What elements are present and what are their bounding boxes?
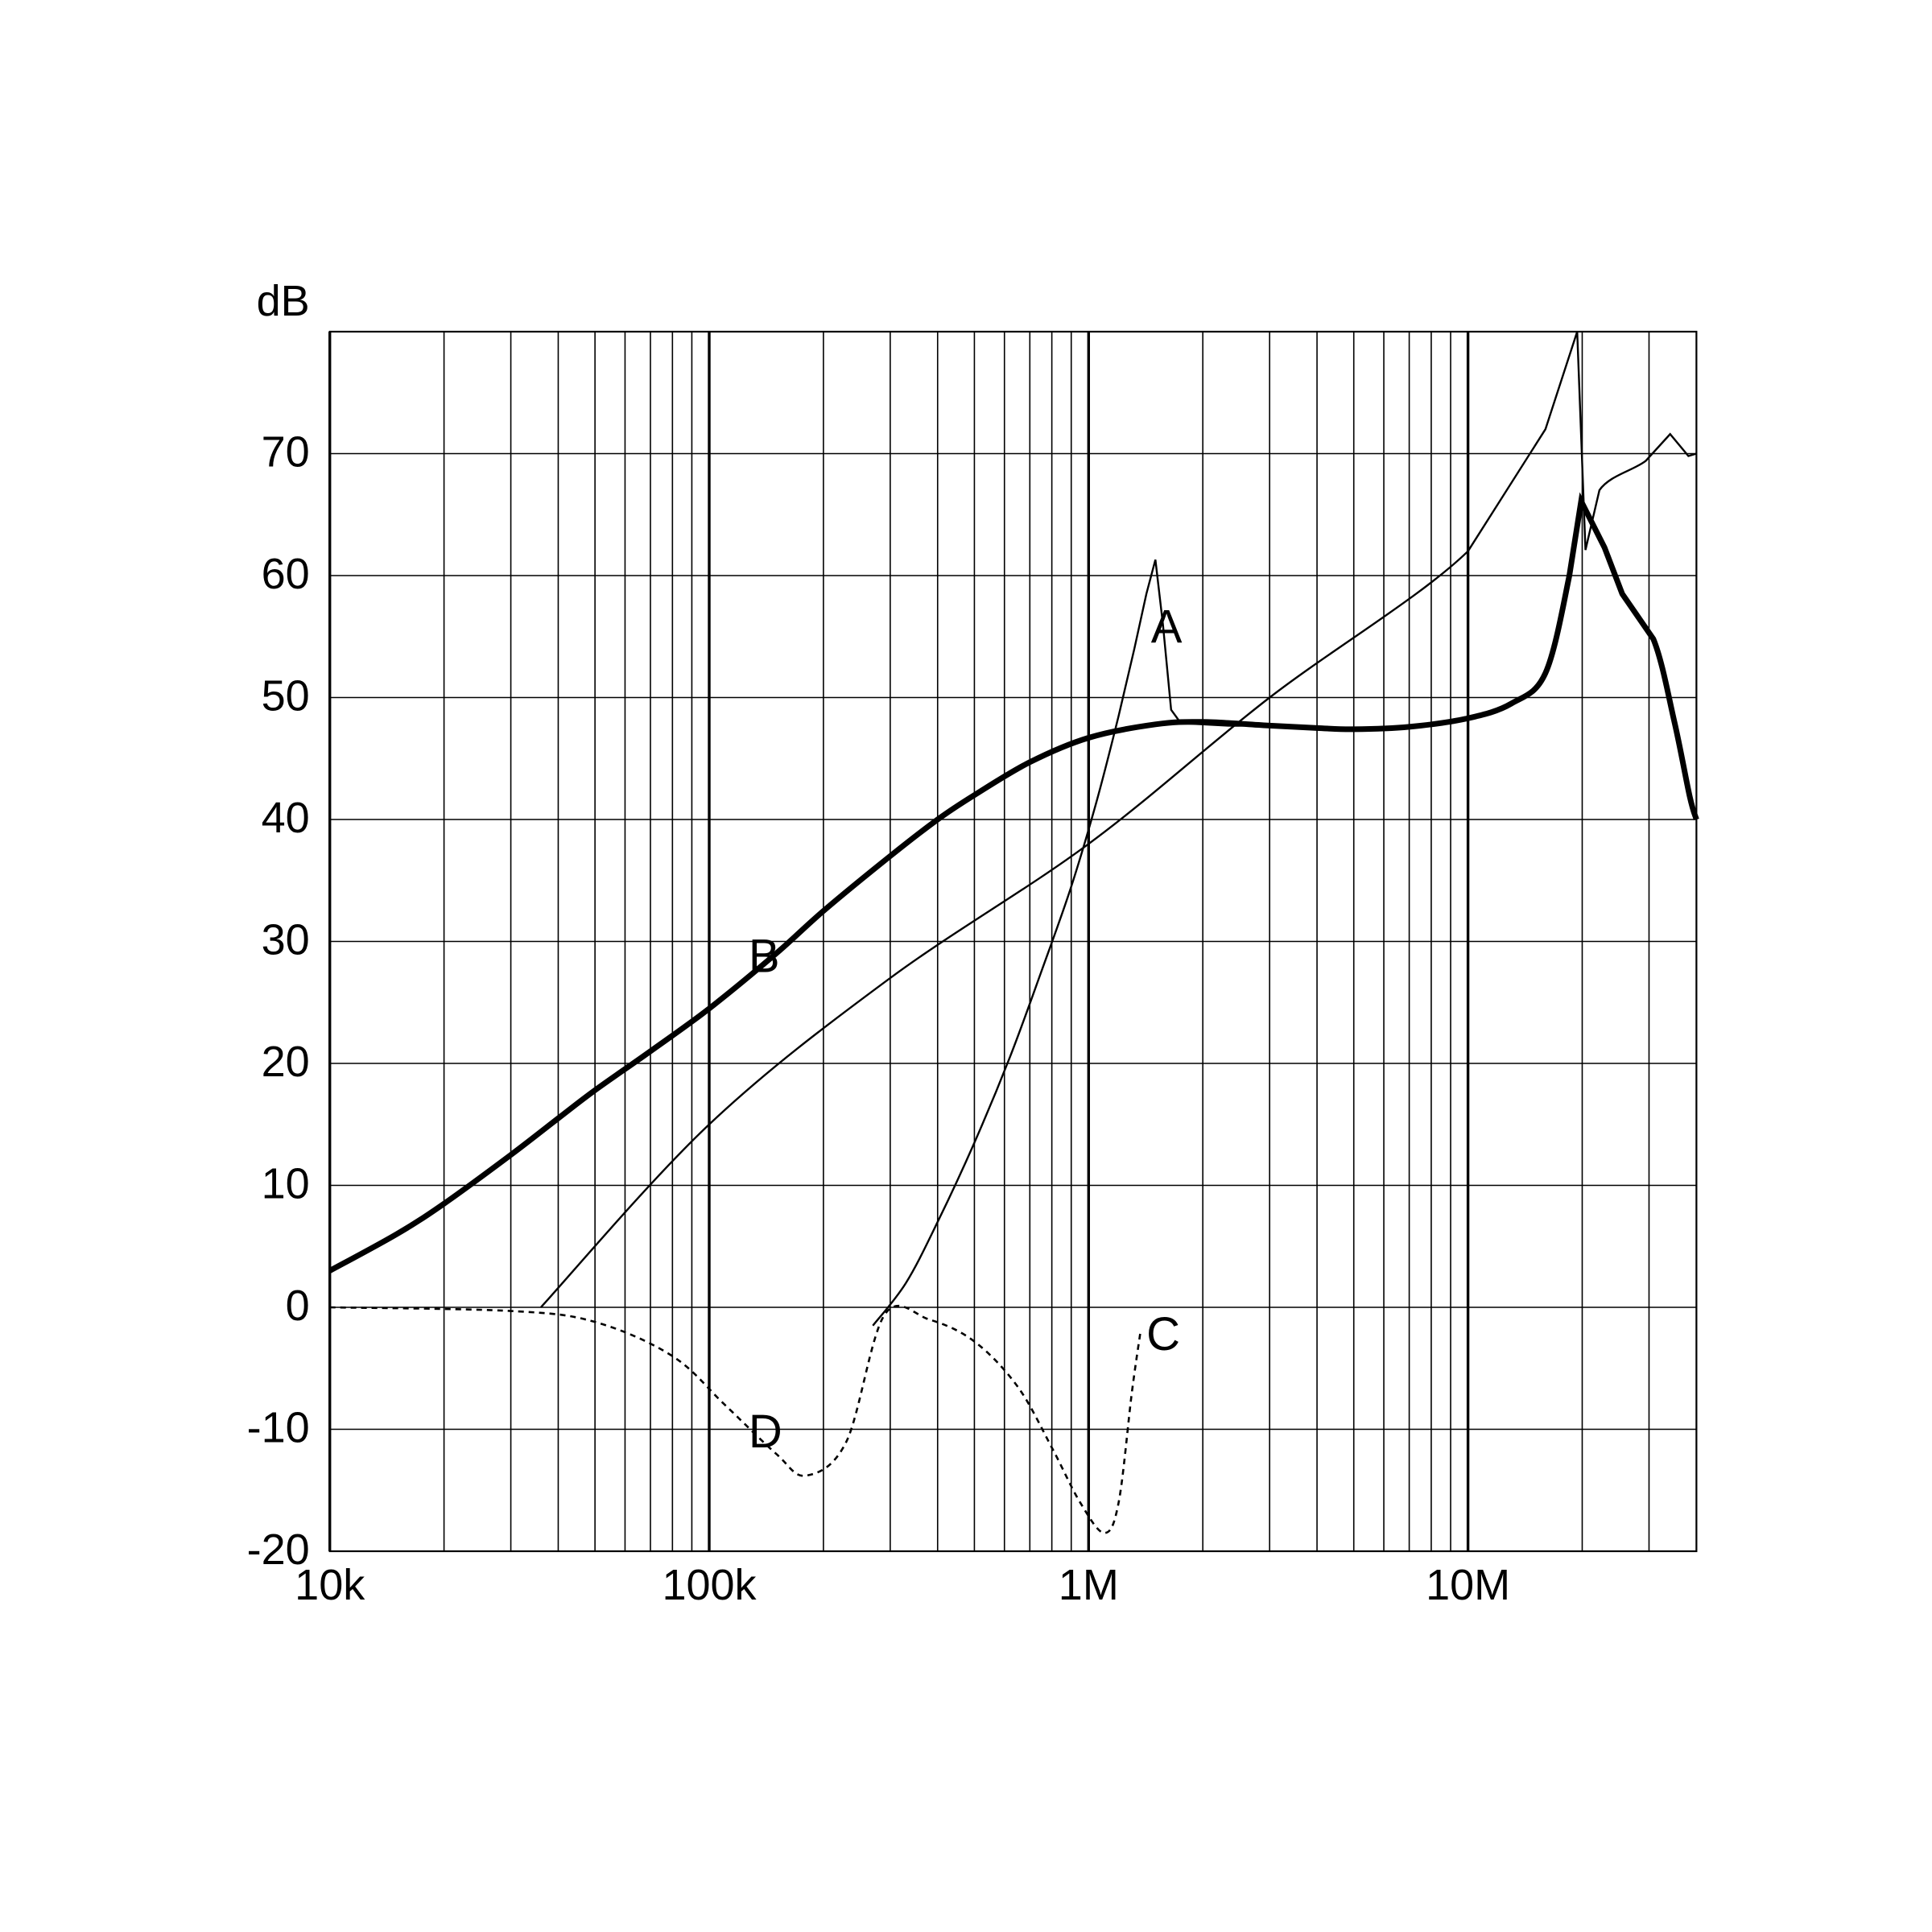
svg-text:30: 30 — [262, 916, 310, 964]
svg-text:C: C — [1146, 1308, 1180, 1360]
svg-text:A: A — [1151, 601, 1183, 653]
svg-text:0: 0 — [286, 1282, 310, 1330]
svg-text:10: 10 — [262, 1160, 310, 1208]
svg-text:B: B — [749, 930, 780, 982]
svg-text:10k: 10k — [295, 1561, 365, 1609]
svg-text:50: 50 — [262, 672, 310, 720]
svg-text:D: D — [749, 1406, 782, 1458]
svg-text:1M: 1M — [1059, 1561, 1119, 1609]
svg-text:20: 20 — [262, 1038, 310, 1086]
svg-text:70: 70 — [262, 428, 310, 477]
svg-text:10M: 10M — [1426, 1561, 1510, 1609]
svg-text:-10: -10 — [247, 1404, 310, 1452]
svg-text:40: 40 — [262, 794, 310, 842]
svg-text:60: 60 — [262, 550, 310, 598]
svg-text:dB: dB — [257, 277, 310, 325]
svg-text:100k: 100k — [662, 1561, 757, 1609]
